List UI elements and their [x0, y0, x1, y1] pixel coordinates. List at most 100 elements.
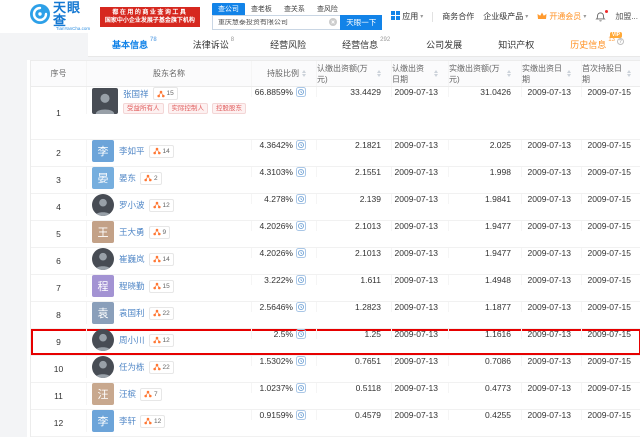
- history-clock-icon[interactable]: [296, 329, 306, 339]
- history-clock-icon[interactable]: [296, 410, 306, 420]
- badge-count: 15: [162, 282, 170, 290]
- history-clock-icon[interactable]: [296, 302, 306, 312]
- subscribed-amount-value: 2.139: [359, 194, 381, 204]
- tab-公司发展[interactable]: 公司发展: [426, 38, 462, 51]
- shareholder-name-link[interactable]: 周小川: [119, 335, 145, 345]
- shareholder-letter-avatar[interactable]: 李: [92, 140, 114, 162]
- shareholder-photo[interactable]: [92, 329, 114, 351]
- row-number: 1: [56, 108, 61, 118]
- tab-经营风险[interactable]: 经营风险: [270, 38, 306, 51]
- search-tab-查风险[interactable]: 查风险: [316, 5, 338, 13]
- nav-apps[interactable]: 应用 ▾: [391, 11, 423, 22]
- slogan-line1: 都在用的商业查询工具: [112, 9, 188, 16]
- shareholder-photo[interactable]: [92, 356, 114, 378]
- search-tab-查关系[interactable]: 查关系: [283, 5, 305, 13]
- relation-graph-badge[interactable]: 15: [152, 87, 178, 100]
- history-clock-icon[interactable]: [296, 87, 306, 97]
- shareholder-name-link[interactable]: 罗小波: [119, 200, 145, 210]
- shareholder-letter-avatar[interactable]: 程: [92, 275, 114, 297]
- shareholder-name-link[interactable]: 王大勇: [119, 227, 145, 237]
- shareholder-name-link[interactable]: 任为栋: [119, 362, 145, 372]
- paid-date-value: 2009-07-13: [527, 383, 571, 393]
- tab-label: 公司发展: [426, 40, 463, 50]
- subscribed-amount: 0.7651: [316, 356, 391, 366]
- shareholder-name-link[interactable]: 晏东: [119, 173, 137, 183]
- col-header-5[interactable]: 实缴出资额(万元): [448, 61, 521, 86]
- shareholder-name-link[interactable]: 张国祥: [123, 88, 149, 99]
- shareholder-cell: 李李如平 14: [86, 140, 251, 162]
- history-clock-icon[interactable]: [296, 383, 306, 393]
- history-clock-icon[interactable]: [296, 248, 306, 258]
- tab-知识产权[interactable]: 知识产权: [498, 38, 534, 51]
- history-clock-icon[interactable]: [296, 221, 306, 231]
- subscribed-amount-value: 33.4429: [350, 87, 381, 97]
- paid-date: 2009-07-13: [521, 383, 581, 393]
- col-header-7[interactable]: 首次持股日期: [581, 61, 640, 86]
- relation-graph-badge[interactable]: 12: [148, 333, 174, 347]
- shareholder-info: 张国祥 15 受益所有人 实际控制人 控股股东: [123, 87, 246, 114]
- tab-label: 法律诉讼: [192, 40, 229, 50]
- nav-enterprise[interactable]: 企业级产品 ▾: [483, 11, 528, 22]
- shareholder-name-link[interactable]: 程晓勤: [119, 281, 145, 291]
- clear-input-icon[interactable]: [329, 13, 338, 31]
- nav-vip[interactable]: 开通会员 ▾: [537, 11, 586, 22]
- subscribed-date: 2009-07-13: [391, 140, 448, 150]
- shareholder-photo[interactable]: [92, 194, 114, 216]
- shareholder-letter-avatar[interactable]: 汪: [92, 383, 114, 405]
- relation-graph-badge[interactable]: 22: [148, 306, 174, 320]
- tab-历史信息[interactable]: 历史信息 13 VIP?: [570, 32, 624, 51]
- shareholder-photo[interactable]: [92, 87, 118, 114]
- shareholder-name-link[interactable]: 崔巍岚: [119, 254, 145, 264]
- first-holding-date: 2009-07-15: [581, 140, 640, 150]
- shareholder-name-link[interactable]: 李如平: [119, 146, 145, 156]
- history-clock-icon[interactable]: [296, 167, 306, 177]
- first-holding-date-value: 2009-07-15: [587, 194, 631, 204]
- tab-经营信息[interactable]: 经营信息 292: [342, 37, 390, 51]
- col-header-label: 实缴出资额(万元): [449, 63, 500, 84]
- relation-graph-badge[interactable]: 12: [148, 198, 174, 212]
- col-header-3[interactable]: 认缴出资额(万元): [316, 61, 391, 86]
- first-holding-date-value: 2009-07-15: [587, 329, 631, 339]
- relation-graph-badge[interactable]: 12: [140, 414, 166, 428]
- first-holding-date-value: 2009-07-15: [587, 87, 631, 97]
- col-header-6[interactable]: 实缴出资日期: [521, 61, 581, 86]
- tianyancha-logo[interactable]: 天眼查 TianYanCha.com: [30, 1, 93, 32]
- col-header-2[interactable]: 持股比例: [251, 61, 316, 86]
- tab-count: 8: [230, 37, 235, 43]
- history-clock-icon[interactable]: [296, 275, 306, 285]
- shareholder-photo[interactable]: [92, 248, 114, 270]
- search-input[interactable]: [217, 18, 330, 26]
- paid-date-value: 2009-07-13: [527, 302, 571, 312]
- nav-user[interactable]: 加盟...: [615, 12, 638, 21]
- tab-基本信息[interactable]: 基本信息 78: [112, 37, 157, 51]
- relation-graph-badge[interactable]: 14: [148, 252, 174, 266]
- notification-bell-icon[interactable]: [595, 9, 609, 23]
- shareholder-name-link[interactable]: 袁国利: [119, 308, 145, 318]
- history-clock-icon[interactable]: [296, 194, 306, 204]
- shareholder-name-link[interactable]: 李轩: [119, 416, 137, 426]
- history-clock-icon[interactable]: [296, 356, 306, 366]
- search-button[interactable]: 天眼一下: [340, 14, 383, 30]
- relation-graph-badge[interactable]: 14: [148, 144, 174, 158]
- search-tab-查老板[interactable]: 查老板: [250, 5, 272, 13]
- shareholder-name-link[interactable]: 汪槟: [119, 389, 137, 399]
- shareholder-letter-avatar[interactable]: 王: [92, 221, 114, 243]
- badge-count: 2: [154, 174, 158, 182]
- first-holding-date-value: 2009-07-15: [587, 410, 631, 420]
- relation-graph-badge[interactable]: 15: [148, 279, 174, 293]
- shareholder-letter-avatar[interactable]: 晏: [92, 167, 114, 189]
- nav-cooperation[interactable]: 商务合作: [442, 12, 475, 21]
- relation-graph-badge[interactable]: 2: [140, 171, 162, 185]
- search-tab-查公司[interactable]: 查公司: [211, 2, 245, 15]
- ratio-value: 1.5302%: [259, 356, 306, 366]
- subscribed-amount: 2.1013: [316, 248, 391, 258]
- shareholder-letter-avatar[interactable]: 李: [92, 410, 114, 432]
- relation-graph-badge[interactable]: 9: [148, 225, 171, 239]
- shareholder-letter-avatar[interactable]: 袁: [92, 302, 114, 324]
- relation-graph-badge[interactable]: 7: [140, 387, 162, 401]
- col-header-4[interactable]: 认缴出资日期: [391, 61, 448, 86]
- subscribed-amount: 1.25: [316, 329, 391, 339]
- history-clock-icon[interactable]: [296, 140, 306, 150]
- relation-graph-badge[interactable]: 22: [148, 360, 174, 374]
- tab-法律诉讼[interactable]: 法律诉讼 8: [192, 37, 235, 51]
